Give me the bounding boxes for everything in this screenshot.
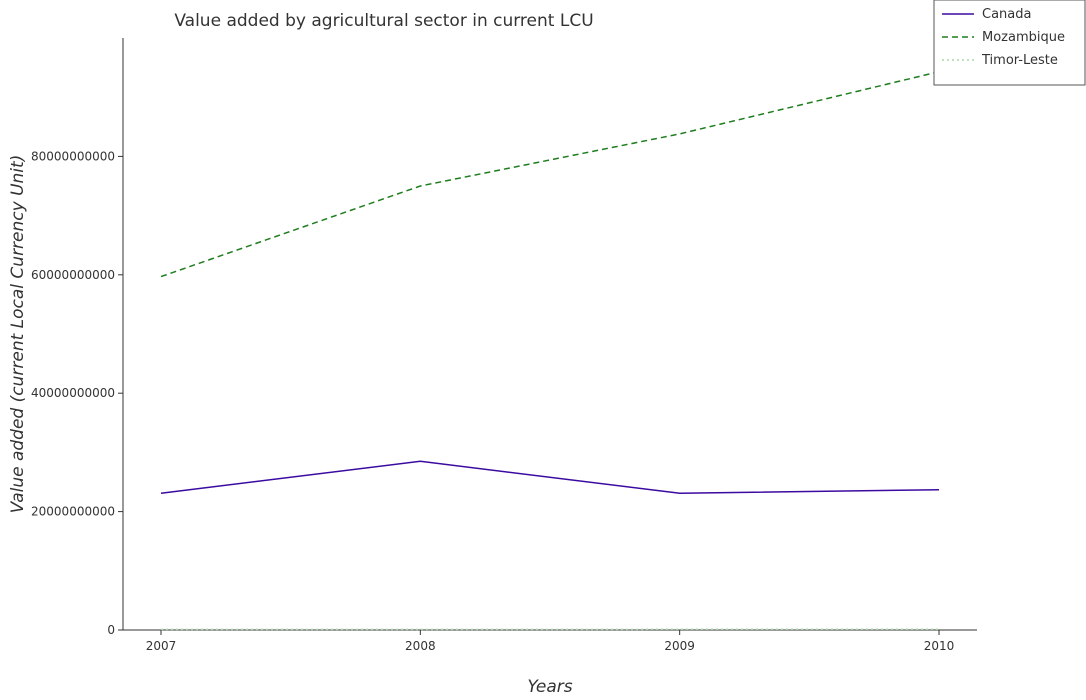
legend: Canada Mozambique Timor-Leste xyxy=(933,0,1086,86)
legend-label-mozambique: Mozambique xyxy=(982,30,1065,45)
y-tick-label: 60000000000 xyxy=(31,268,115,282)
series-lines xyxy=(160,70,940,631)
x-tick-label: 2008 xyxy=(405,639,436,653)
y-tick-label: 80000000000 xyxy=(31,149,115,163)
y-tick-label: 20000000000 xyxy=(31,505,115,519)
x-tick-label: 2007 xyxy=(146,639,177,653)
legend-label-canada: Canada xyxy=(982,7,1031,22)
x-tick-label: 2010 xyxy=(924,639,955,653)
y-tick-label: 40000000000 xyxy=(31,386,115,400)
y-ticks: 0 20000000000 40000000000 60000000000 800000… xyxy=(31,149,123,637)
series-line-canada xyxy=(160,460,940,494)
x-axis-label: Years xyxy=(527,677,572,697)
y-tick-label: 0 xyxy=(107,623,115,637)
chart-title: Value added by agricultural sector in cu… xyxy=(174,11,593,31)
y-axis-label: Value added (current Local Currency Unit… xyxy=(8,155,28,514)
x-ticks: 2007 2008 2009 2010 xyxy=(146,630,955,653)
x-tick-label: 2009 xyxy=(664,639,695,653)
series-line-mozambique xyxy=(160,70,940,278)
plot-area: 2007 2008 2009 2010 0 20000000000 40000000000… xyxy=(31,38,977,653)
legend-label-timor-leste: Timor-Leste xyxy=(981,53,1058,68)
